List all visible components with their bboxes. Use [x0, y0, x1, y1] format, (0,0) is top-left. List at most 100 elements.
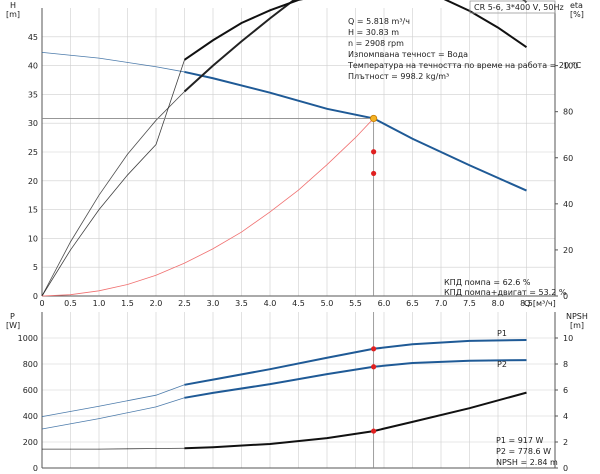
series-line-NPSH: [184, 391, 527, 450]
y-tick-label: 10: [28, 234, 38, 243]
series-line-P1-extension: [41, 384, 185, 418]
top-y-right-label-2: [%]: [570, 10, 584, 19]
y-right-tick-label: 0: [563, 292, 568, 301]
top-y-label-1: H: [10, 1, 16, 10]
top-x-axis-label: Q [м³/ч]: [524, 299, 556, 308]
x-tick-label: 8.0: [492, 299, 505, 308]
bottom-y-tick-labels: 0 200 400 600 800 1000: [18, 334, 38, 473]
y-tick-label: 35: [28, 90, 38, 99]
x-tick-label: 5.0: [321, 299, 334, 308]
y-tick-label: 40: [28, 62, 38, 71]
y-tick-label: 20: [28, 177, 38, 186]
x-tick-label: 3.5: [235, 299, 248, 308]
y-tick-label: 0: [33, 292, 38, 301]
x-tick-label: 3.0: [207, 299, 220, 308]
x-tick-label: 7.0: [435, 299, 448, 308]
top-series: [41, 0, 528, 297]
bottom-grid: [41, 312, 556, 469]
duty-point-marker: [370, 114, 378, 123]
top-y-label-2: [m]: [6, 10, 20, 19]
y-right-tick-label: 20: [563, 246, 573, 255]
y-right-tick-label: 8: [563, 360, 568, 369]
x-tick-label: 2.0: [150, 299, 163, 308]
y-tick-label: 25: [28, 148, 38, 157]
head-efficiency-panel: 0 5 10 15 20 25 30 35 40 45 0 20 40 60 80 100 0 0.5 1.0 1…: [6, 0, 584, 308]
y-right-tick-label: 10: [563, 334, 573, 343]
y-right-tick-label: 4: [563, 412, 568, 421]
efficiency-pump-note: КПД помпа = 62.6 %: [444, 278, 531, 287]
bottom-y-label-2: [W]: [6, 321, 20, 330]
series-label-p2: P2: [497, 360, 507, 369]
top-y-tick-labels: 0 5 10 15 20 25 30 35 40 45: [28, 33, 38, 301]
y-tick-label: 1000: [18, 334, 38, 343]
info-temperature: Температура на течността по време на раб…: [347, 61, 582, 70]
y-tick-label: 15: [28, 206, 38, 215]
x-tick-label: 4.5: [292, 299, 305, 308]
bottom-right-tick-labels: 0 2 4 6 8 10: [555, 334, 573, 473]
series-line-P2: [184, 359, 527, 399]
info-speed: n = 2908 rpm: [348, 39, 404, 48]
series-line-system_curve: [41, 118, 374, 297]
x-tick-label: 5.5: [349, 299, 362, 308]
top-right-tick-labels: 0 20 40 60 80 100: [555, 62, 578, 301]
series-line-eta_pump_motor-extension: [41, 59, 185, 297]
bottom-y-right-label-2: [m]: [570, 321, 584, 330]
top-x-tick-labels: 0 0.5 1.0 1.5 2.0 2.5 3.0 3.5 4.0 4.5 5.0 5.5 6.0 6.5…: [39, 299, 532, 308]
pump-title: CR 5-6, 3*400 V, 50Hz: [474, 3, 564, 12]
y-tick-label: 45: [28, 33, 38, 42]
efficiency-total-note: КПД помпа+двигат = 53.2 %: [444, 288, 567, 297]
series-line-eta_pump_motor: [183, 0, 528, 61]
operating-point-marker: [371, 364, 377, 370]
y-tick-label: 30: [28, 119, 38, 128]
x-tick-label: 1.0: [93, 299, 106, 308]
series-line-NPSH-extension: [42, 447, 185, 450]
x-tick-label: 0: [39, 299, 44, 308]
y-right-tick-label: 60: [563, 154, 573, 163]
info-density: Плътност = 998.2 kg/m³: [348, 72, 449, 81]
bottom-series: [41, 338, 527, 450]
y-tick-label: 800: [23, 360, 38, 369]
bottom-markers: [371, 312, 377, 468]
y-right-tick-label: 40: [563, 200, 573, 209]
y-tick-label: 5: [33, 263, 38, 272]
y-right-tick-label: 0: [563, 464, 568, 473]
x-tick-label: 6.0: [378, 299, 391, 308]
power-note-p1: P1 = 917 W: [496, 436, 544, 445]
top-grid: [41, 8, 556, 297]
bottom-y-label-1: P: [10, 312, 15, 321]
top-y-right-label-1: eta: [570, 1, 583, 10]
x-tick-label: 6.5: [406, 299, 419, 308]
operating-point-marker: [371, 170, 377, 177]
x-tick-label: 7.5: [463, 299, 476, 308]
operating-point-marker: [371, 428, 377, 434]
y-tick-label: 0: [33, 464, 38, 473]
series-line-P2-extension: [41, 397, 185, 430]
y-tick-label: 200: [23, 438, 38, 447]
y-tick-label: 400: [23, 412, 38, 421]
y-right-tick-label: 80: [563, 108, 573, 117]
operating-point-marker: [371, 149, 377, 155]
y-tick-label: 600: [23, 386, 38, 395]
x-tick-label: 4.0: [264, 299, 277, 308]
info-liquid: Изпомпвана течност = Вода: [348, 50, 468, 59]
x-tick-label: 1.5: [121, 299, 134, 308]
series-line-eta_pump: [183, 0, 528, 93]
series-line-H-extension: [41, 51, 185, 73]
power-note-p2: P2 = 778.6 W: [496, 447, 551, 456]
series-line-eta_pump-extension: [41, 91, 185, 297]
info-head: H = 30.83 m: [348, 28, 399, 37]
power-note-npsh: NPSH = 2.84 m: [496, 458, 558, 467]
power-npsh-panel: 0 200 400 600 800 1000 0 2 4 6 8 10 P [W] NPSH [m]…: [6, 312, 588, 473]
pump-title-box: [469, 0, 556, 14]
y-right-tick-label: 6: [563, 386, 568, 395]
x-tick-label: 0.5: [64, 299, 77, 308]
y-right-tick-label: 2: [563, 438, 568, 447]
x-tick-label: 2.5: [178, 299, 191, 308]
info-flow: Q = 5.818 m³/ч: [348, 17, 410, 26]
y-right-tick-label: 100: [563, 62, 578, 71]
operating-point-marker: [371, 346, 377, 352]
series-line-H: [184, 70, 527, 192]
series-label-p1: P1: [497, 329, 507, 338]
series-line-P1: [184, 338, 527, 386]
